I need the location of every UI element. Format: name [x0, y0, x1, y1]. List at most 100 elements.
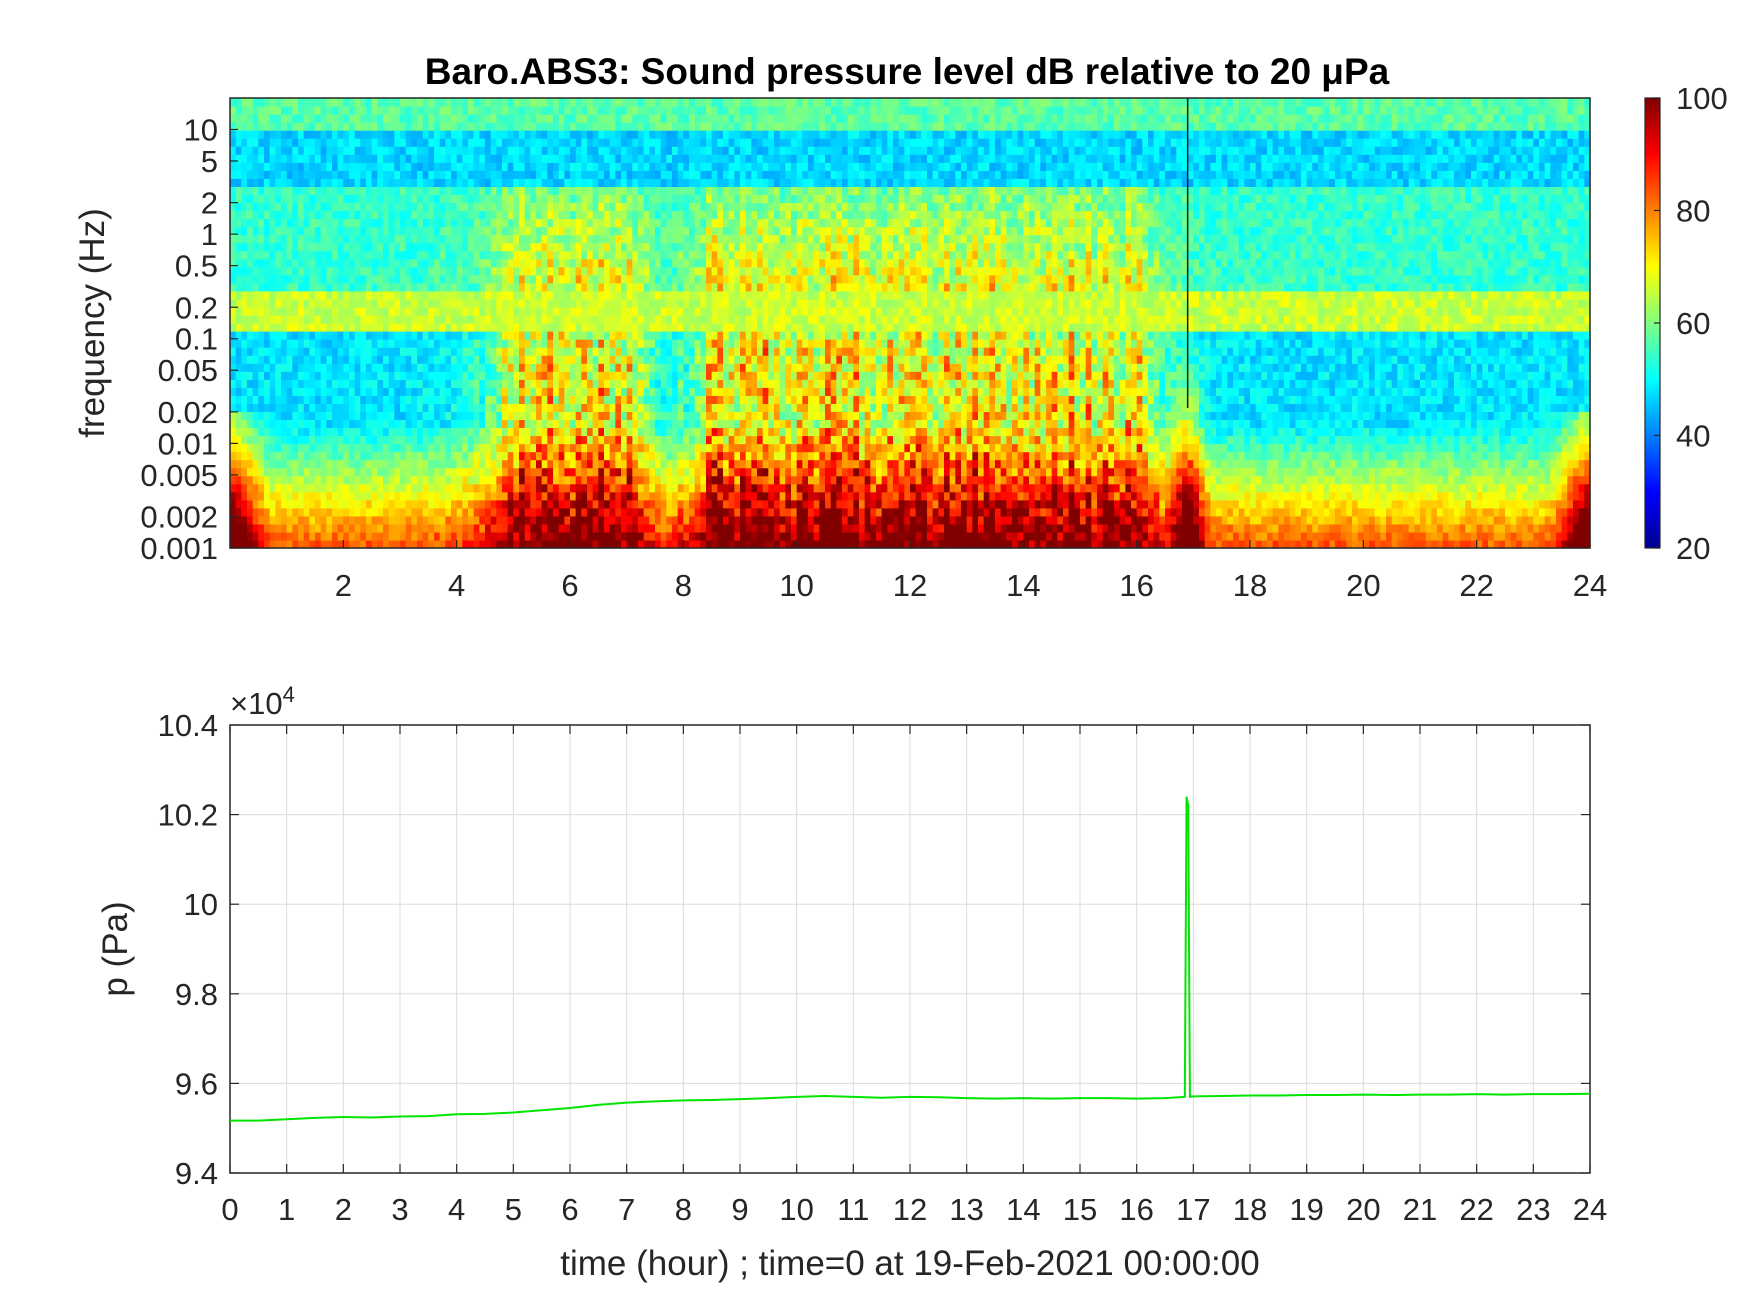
spectrogram-cell: [677, 427, 684, 437]
spectrogram-cell: [468, 98, 475, 107]
spectrogram-cell: [513, 419, 520, 429]
spectrogram-cell: [320, 178, 327, 187]
spectrogram-cell: [524, 347, 531, 356]
spectrogram-cell: [400, 443, 407, 453]
spectrogram-cell: [309, 419, 316, 429]
spectrogram-cell: [649, 106, 656, 115]
spectrogram-cell: [632, 347, 639, 356]
spectrogram-cell: [643, 531, 650, 541]
spectrogram-cell: [394, 395, 401, 404]
spectrogram-cell: [683, 226, 690, 236]
spectrogram-cell: [445, 339, 452, 348]
spectrogram-cell: [490, 194, 497, 204]
spectrogram-cell: [275, 395, 282, 404]
spectrogram-cell: [445, 539, 452, 549]
spectrogram-cell: [400, 531, 407, 541]
spectrogram-cell: [564, 347, 571, 356]
spectrogram-cell: [422, 114, 429, 123]
spectrogram-cell: [252, 218, 259, 228]
spectrogram-cell: [360, 314, 367, 324]
spectrogram-cell: [230, 210, 237, 220]
spectrogram-cell: [286, 403, 293, 412]
spectrogram-cell: [694, 403, 701, 412]
spectrogram-cell: [513, 226, 520, 236]
spectrogram-cell: [434, 178, 441, 187]
spectrogram-cell: [558, 114, 565, 123]
spectrogram-cell: [383, 331, 390, 340]
spectrogram-cell: [473, 419, 480, 429]
spectrogram-cell: [309, 250, 316, 260]
spectrogram-cell: [609, 355, 616, 364]
spectrogram-cell: [558, 459, 565, 469]
spectrogram-cell: [575, 475, 582, 485]
spectrogram-cell: [422, 194, 429, 204]
spectrogram-cell: [343, 98, 350, 107]
spectrogram-cell: [524, 106, 531, 115]
spectrogram-cell: [264, 355, 271, 364]
spectrogram-cell: [269, 483, 276, 493]
spectrogram-cell: [252, 323, 259, 332]
spectrogram-cell: [666, 114, 673, 123]
spectrogram-cell: [564, 290, 571, 300]
spectrogram-cell: [417, 355, 424, 364]
spectrogram-cell: [309, 258, 316, 268]
spectrogram-cell: [332, 266, 339, 276]
spectrogram-cell: [485, 130, 492, 139]
spectrogram-cell: [502, 202, 509, 212]
spectrogram-cell: [343, 194, 350, 204]
spectrogram-cell: [717, 162, 724, 171]
spectrogram-cell: [638, 114, 645, 123]
spectrogram-cell: [303, 218, 310, 228]
spectrogram-cell: [496, 290, 503, 300]
spectrogram-cell: [337, 403, 344, 412]
spectrogram-cell: [473, 411, 480, 421]
spectrogram-cell: [700, 459, 707, 469]
spectrogram-cell: [434, 427, 441, 437]
spectrogram-cell: [672, 122, 679, 131]
spectrogram-cell: [360, 186, 367, 196]
spectrogram-cell: [626, 162, 633, 171]
spectrogram-cell: [456, 146, 463, 155]
spectrogram-cell: [632, 218, 639, 228]
spectrogram-cell: [570, 395, 577, 404]
spectrogram-cell: [581, 202, 588, 212]
spectrogram-cell: [513, 427, 520, 437]
spectrogram-cell: [235, 515, 242, 525]
spectrogram-cell: [558, 202, 565, 212]
spectrogram-cell: [241, 403, 248, 412]
spectrogram-cell: [502, 258, 509, 268]
spectrogram-cell: [326, 258, 333, 268]
spectrogram-cell: [315, 531, 322, 541]
spectrogram-cell: [468, 298, 475, 308]
spectrogram-cell: [349, 483, 356, 493]
spectrogram-cell: [230, 475, 237, 485]
spectrogram-cell: [496, 210, 503, 220]
spectrogram-cell: [332, 499, 339, 509]
spectrogram-cell: [592, 475, 599, 485]
spectrogram-cell: [292, 258, 299, 268]
spectrogram-cell: [309, 507, 316, 517]
spectrogram-cell: [553, 106, 560, 115]
spectrogram-cell: [575, 491, 582, 501]
spectrogram-cell: [541, 363, 548, 372]
spectrogram-cell: [519, 515, 526, 525]
spectrogram-cell: [490, 266, 497, 276]
spectrogram-cell: [638, 443, 645, 453]
spectrogram-cell: [417, 218, 424, 228]
spectrogram-cell: [462, 106, 469, 115]
spectrogram-cell: [711, 202, 718, 212]
spectrogram-cell: [536, 122, 543, 131]
spectrogram-cell: [303, 210, 310, 220]
spectrogram-cell: [292, 290, 299, 300]
spectrogram-cell: [445, 419, 452, 429]
spectrogram-cell: [417, 274, 424, 284]
spectrogram-cell: [468, 491, 475, 501]
spectrogram-cell: [269, 306, 276, 316]
spectrogram-cell: [689, 258, 696, 268]
spectrogram-cell: [689, 250, 696, 260]
spectrogram-cell: [445, 515, 452, 525]
spectrogram-cell: [230, 290, 237, 300]
spectrogram-cell: [252, 178, 259, 187]
spectrogram-cell: [660, 355, 667, 364]
spectrogram-cell: [445, 443, 452, 453]
